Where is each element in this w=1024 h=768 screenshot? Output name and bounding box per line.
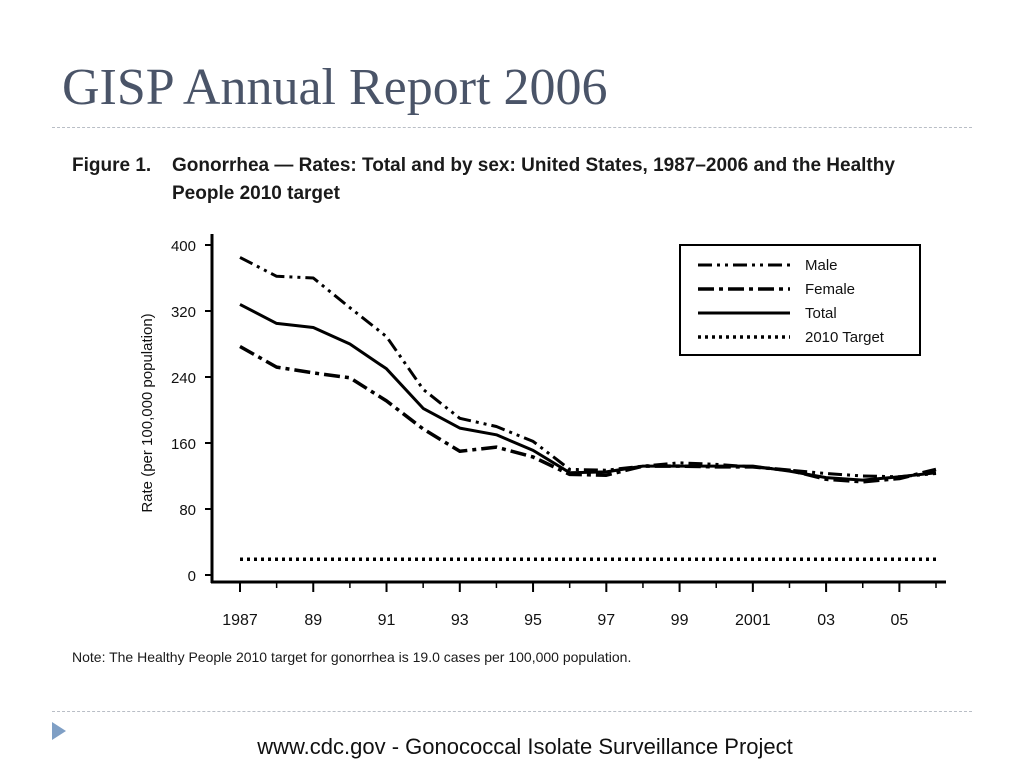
series-line-female [239,344,937,484]
x-tick-label-1997: 97 [597,612,615,629]
figure-note: Note: The Healthy People 2010 target for… [72,649,632,665]
series-line-male [239,256,937,479]
chart-axes [210,234,946,584]
series-line-total [239,303,937,482]
legend-label-total: Total [805,305,837,322]
legend-label-male: Male [805,257,838,274]
footer-text: www.cdc.gov - Gonococcal Isolate Surveil… [257,734,793,759]
y-tick-label-80: 80 [179,502,196,519]
figure-label: Figure 1. [72,155,152,176]
figure-caption-text: Gonorrhea — Rates: Total and by sex: Uni… [172,155,895,204]
y-tick-label-160: 160 [171,436,196,453]
x-tick-label-1995: 95 [524,612,542,629]
y-tick-label-320: 320 [171,304,196,321]
legend-label-2010-target: 2010 Target [805,329,885,346]
slide-title: GISP Annual Report 2006 [62,59,608,116]
x-tick-label-2003: 03 [817,612,835,629]
footer-separator [52,711,972,712]
x-tick-label-1999: 99 [671,612,689,629]
y-tick-label-0: 0 [188,568,196,585]
slide-footer: www.cdc.gov - Gonococcal Isolate Surveil… [0,734,1024,760]
x-tick-label-1993: 93 [451,612,469,629]
x-tick-label-2005: 05 [890,612,908,629]
play-arrow-icon [52,722,66,740]
legend-box [679,244,921,356]
chart-legend: Male Female Total 2010 Target [679,244,921,356]
chart-series [239,256,937,562]
title-separator [52,127,972,128]
x-tick-label-2001: 2001 [735,612,771,629]
y-tick-label-400: 400 [171,238,196,255]
chart-ticks: 0 80 160 240 320 400 1987 89 91 93 95 97 99 2001 03 05 [171,238,937,629]
x-tick-label-1987: 1987 [222,612,258,629]
x-tick-label-1989: 89 [304,612,322,629]
legend-label-female: Female [805,281,855,298]
x-tick-label-1991: 91 [378,612,396,629]
y-tick-label-240: 240 [171,370,196,387]
y-axis-label: Rate (per 100,000 population) [139,313,156,512]
figure-caption: Figure 1. Gonorrhea — Rates: Total and b… [72,152,952,208]
